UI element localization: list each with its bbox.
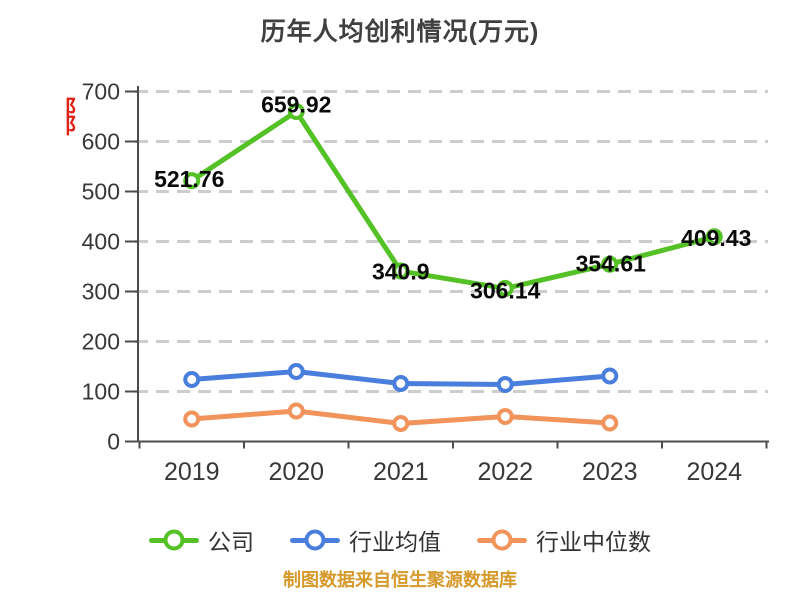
svg-text:340.9: 340.9 (372, 259, 430, 285)
svg-text:100: 100 (82, 379, 120, 405)
legend-ring-icon (163, 529, 185, 551)
svg-text:500: 500 (82, 179, 120, 205)
svg-text:2022: 2022 (477, 458, 533, 486)
legend-label: 行业中位数 (536, 529, 651, 555)
svg-text:306.14: 306.14 (470, 277, 541, 303)
svg-text:2023: 2023 (582, 458, 638, 486)
legend-item-company: 公司 (149, 523, 254, 557)
legend-label: 公司 (208, 529, 254, 555)
svg-text:200: 200 (82, 329, 120, 355)
svg-text:659.92: 659.92 (261, 92, 331, 118)
svg-text:409.43: 409.43 (681, 225, 751, 251)
red-watermark: 阝阝 (64, 97, 86, 138)
svg-text:600: 600 (82, 129, 120, 155)
legend-ring-icon (304, 529, 326, 551)
svg-text:354.61: 354.61 (576, 251, 647, 277)
legend-line-marker-icon (149, 529, 199, 551)
legend-item-industry-median: 行业中位数 (477, 523, 651, 557)
legend-line-marker-icon (477, 529, 527, 551)
legend-item-industry-mean: 行业均值 (290, 523, 441, 557)
chart-title: 历年人均创利情况(万元) (260, 18, 540, 46)
svg-text:700: 700 (82, 79, 120, 105)
svg-text:2020: 2020 (268, 458, 324, 486)
svg-text:521.76: 521.76 (154, 166, 224, 192)
svg-text:2021: 2021 (373, 458, 429, 486)
source-note: 制图数据来自恒生聚源数据库 (283, 570, 517, 590)
legend-ring-icon (491, 529, 513, 551)
svg-text:2019: 2019 (164, 458, 220, 486)
chart-legend: 公司 行业均值 行业中位数 (0, 522, 800, 558)
svg-text:400: 400 (82, 229, 120, 255)
svg-text:300: 300 (82, 279, 120, 305)
legend-line-marker-icon (290, 529, 340, 551)
svg-text:0: 0 (107, 429, 120, 455)
legend-label: 行业均值 (349, 529, 441, 555)
svg-text:2024: 2024 (686, 458, 742, 486)
